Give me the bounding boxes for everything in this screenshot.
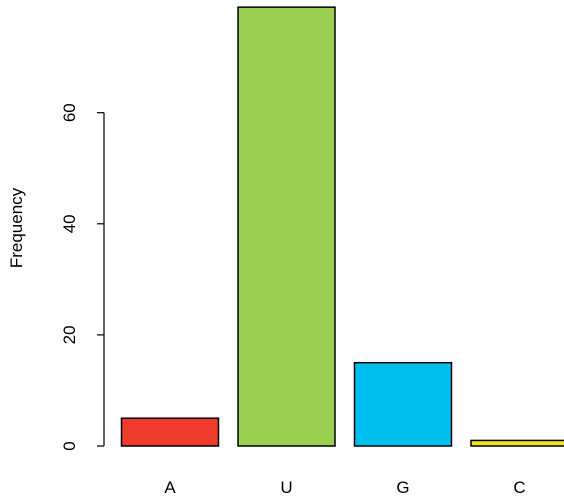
x-tick-label-a: A — [164, 478, 176, 497]
bar-u — [237, 6, 336, 447]
y-axis: 0 20 40 60 — [60, 103, 105, 451]
y-tick-label-40: 40 — [60, 214, 79, 233]
x-tick-label-c: C — [513, 478, 525, 497]
y-tick-label-20: 20 — [60, 325, 79, 344]
y-tick-label-60: 60 — [60, 103, 79, 122]
bar-c — [470, 439, 564, 447]
bar-a — [120, 417, 220, 447]
bars-layer — [120, 6, 564, 447]
y-axis-title: Frequency — [7, 187, 26, 268]
x-tick-label-g: G — [396, 478, 409, 497]
y-tick-label-0: 0 — [60, 441, 79, 450]
x-tick-label-u: U — [280, 478, 292, 497]
bar-g — [353, 361, 453, 447]
